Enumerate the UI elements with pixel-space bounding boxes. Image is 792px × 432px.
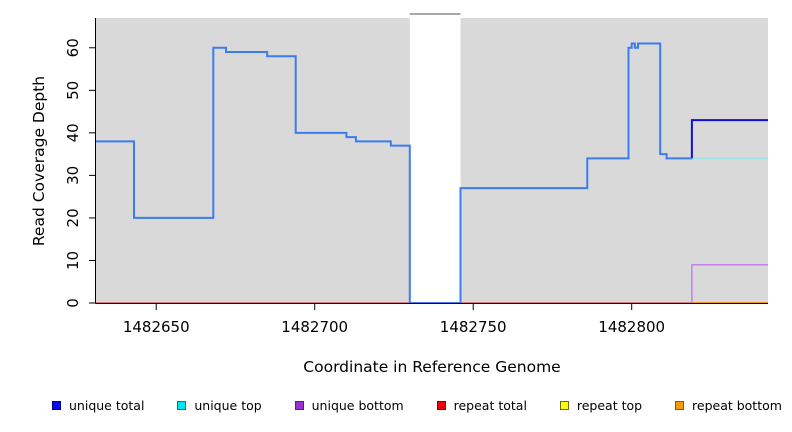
y-tick-label: 30: [64, 166, 82, 185]
y-tick-label: 40: [64, 123, 82, 142]
legend-label: unique top: [194, 398, 262, 413]
legend-label: repeat bottom: [692, 398, 782, 413]
coverage-series-unique-total: [96, 42, 692, 304]
legend-item-unique-total: unique total: [52, 398, 144, 413]
coverage-series-unique-total-right: [690, 119, 768, 159]
legend-label: unique total: [69, 398, 145, 413]
legend-swatch-icon-unique-total: [52, 401, 61, 410]
x-tick-label: 1482650: [123, 318, 190, 336]
legend: unique total unique top unique bottom repea…: [0, 398, 792, 413]
masked-region: [409, 14, 461, 303]
coverage-series-unique-bottom: [691, 263, 768, 303]
x-tick-label: 1482700: [281, 318, 348, 336]
legend-swatch-icon-unique-bottom: [294, 401, 304, 410]
y-tick-label: 60: [64, 38, 82, 57]
y-tick-label: 50: [64, 81, 82, 100]
legend-swatch-icon-unique-top: [177, 401, 187, 410]
legend-item-unique-bottom: unique bottom: [294, 398, 404, 413]
legend-label: unique bottom: [311, 398, 404, 413]
legend-label: repeat total: [453, 398, 527, 413]
x-tick-label: 1482800: [598, 318, 665, 336]
legend-label: repeat top: [576, 398, 643, 413]
legend-item-unique-top: unique top: [177, 398, 262, 413]
legend-swatch-icon-repeat-top: [559, 401, 569, 410]
y-tick-label: 10: [64, 251, 82, 270]
x-axis-label: Coordinate in Reference Genome: [303, 358, 561, 376]
y-tick-label: 0: [64, 298, 82, 308]
y-tick-label: 20: [64, 208, 82, 227]
y-axis-label: Read Coverage Depth: [30, 75, 48, 247]
legend-swatch-icon-repeat-total: [436, 401, 446, 410]
legend-item-repeat-top: repeat top: [559, 398, 643, 413]
x-tick-label: 1482750: [440, 318, 507, 336]
legend-item-repeat-bottom: repeat bottom: [675, 398, 782, 413]
legend-item-repeat-total: repeat total: [436, 398, 527, 413]
legend-swatch-icon-repeat-bottom: [675, 401, 685, 410]
plot-svg: 1482650 1482700 1482750 1482800 0 10 20 30 40 50 6…: [64, 13, 768, 336]
